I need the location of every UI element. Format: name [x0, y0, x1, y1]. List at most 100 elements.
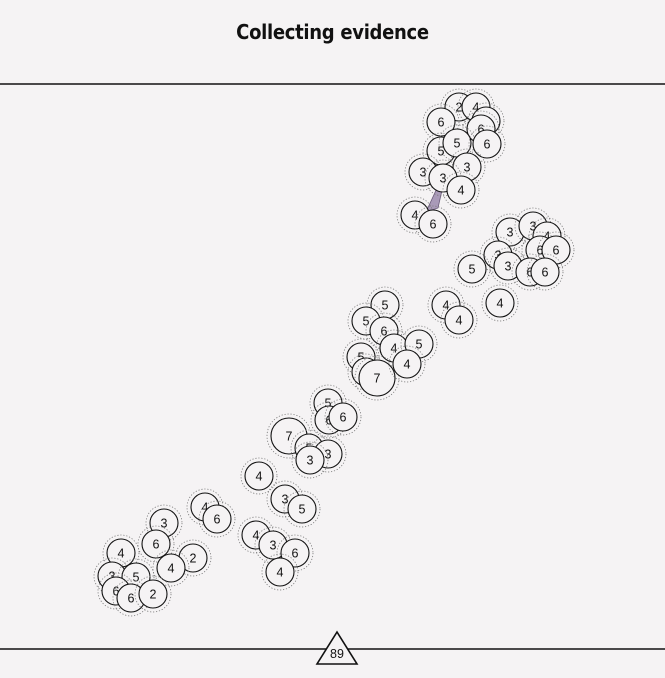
token-disc: [358, 359, 396, 397]
token-label: 6: [153, 538, 160, 552]
token-label: 2: [150, 588, 157, 602]
token-label: 6: [484, 138, 491, 152]
token-43: 3: [291, 441, 329, 479]
token-label: 6: [292, 547, 299, 561]
token-label: 3: [270, 539, 277, 553]
token-label: 4: [202, 501, 209, 515]
token-disc: [202, 504, 232, 534]
token-label: 3: [161, 517, 168, 531]
token-label: 3: [325, 448, 332, 462]
token-35: 7: [354, 355, 400, 401]
token-label: 6: [537, 244, 544, 258]
token-disc: [444, 305, 474, 335]
token-disc: [472, 129, 502, 159]
token-label: 4: [443, 299, 450, 313]
token-label: 4: [256, 470, 263, 484]
token-23: 6: [526, 253, 564, 291]
token-label: 4: [544, 230, 551, 244]
token-label: 6: [214, 513, 221, 527]
token-28: 5: [366, 286, 404, 324]
token-label: 5: [133, 571, 140, 585]
token-label: 4: [253, 529, 260, 543]
token-label: 6: [381, 325, 388, 339]
token-halo: [324, 398, 362, 436]
token-halo: [240, 457, 278, 495]
token-label: 5: [438, 145, 445, 159]
token-label: 6: [527, 266, 534, 280]
token-halo: [526, 253, 564, 291]
token-layer: 2446655633344633466336654445564554745667…: [93, 88, 575, 617]
token-disc: [457, 254, 487, 284]
token-halo: [261, 553, 299, 591]
token-label: 2: [190, 552, 197, 566]
token-57: 6: [112, 579, 150, 617]
page-marker: 89: [315, 630, 359, 665]
token-label: 7: [374, 372, 381, 386]
token-disc: [426, 107, 456, 137]
token-halo: [134, 575, 172, 613]
token-label: 4: [412, 209, 419, 223]
token-halo: [137, 525, 175, 563]
token-label: 6: [113, 585, 120, 599]
token-24: 5: [453, 250, 491, 288]
token-label: 4: [404, 358, 411, 372]
token-disc: [446, 175, 476, 205]
token-25: 4: [481, 284, 519, 322]
token-halo: [440, 301, 478, 339]
token-label: 6: [542, 266, 549, 280]
page-title: Collecting evidence: [236, 20, 429, 44]
token-disc: [265, 557, 295, 587]
page-number: 89: [330, 647, 344, 661]
token-disc: [156, 553, 186, 583]
token-label: 3: [505, 260, 512, 274]
token-disc: [392, 349, 422, 379]
token-48: 6: [198, 500, 236, 538]
token-39: 6: [324, 398, 362, 436]
token-label: 6: [478, 123, 485, 137]
token-label: 4: [118, 547, 125, 561]
token-label: 5: [416, 338, 423, 352]
token-14: 6: [414, 205, 452, 243]
token-halo: [481, 284, 519, 322]
token-label: 5: [382, 299, 389, 313]
token-label: 5: [358, 351, 365, 365]
token-label: 3: [440, 172, 447, 186]
token-halo: [468, 125, 506, 163]
token-4: 6: [422, 103, 460, 141]
token-halo: [152, 549, 190, 587]
token-halo: [354, 355, 400, 401]
token-label: 5: [363, 315, 370, 329]
token-36: 4: [388, 345, 426, 383]
token-label: 5: [454, 137, 461, 151]
token-label: 6: [438, 116, 445, 130]
token-52: 4: [152, 549, 190, 587]
token-halo: [309, 435, 347, 473]
token-label: 5: [299, 503, 306, 517]
token-label: 5: [469, 263, 476, 277]
token-8: 6: [468, 125, 506, 163]
token-label: 4: [277, 566, 284, 580]
token-15: 3: [491, 213, 529, 251]
token-disc: [287, 494, 317, 524]
token-label: 4: [497, 297, 504, 311]
token-label: 3: [507, 226, 514, 240]
token-58: 2: [134, 575, 172, 613]
token-halo: [276, 534, 314, 572]
token-halo: [291, 441, 329, 479]
page-triangle: [315, 630, 359, 665]
token-62: 4: [261, 553, 299, 591]
token-label: 5: [325, 397, 332, 411]
token-disc: [485, 288, 515, 318]
token-label: 3: [109, 570, 116, 584]
token-51: 6: [137, 525, 175, 563]
token-label: 4: [473, 101, 480, 115]
token-disc: [295, 445, 325, 475]
token-label: 4: [168, 562, 175, 576]
token-disc: [244, 461, 274, 491]
token-label: 4: [458, 184, 465, 198]
token-label: 6: [340, 411, 347, 425]
token-label: 4: [391, 342, 398, 356]
token-label: 4: [456, 314, 463, 328]
token-27: 4: [440, 301, 478, 339]
